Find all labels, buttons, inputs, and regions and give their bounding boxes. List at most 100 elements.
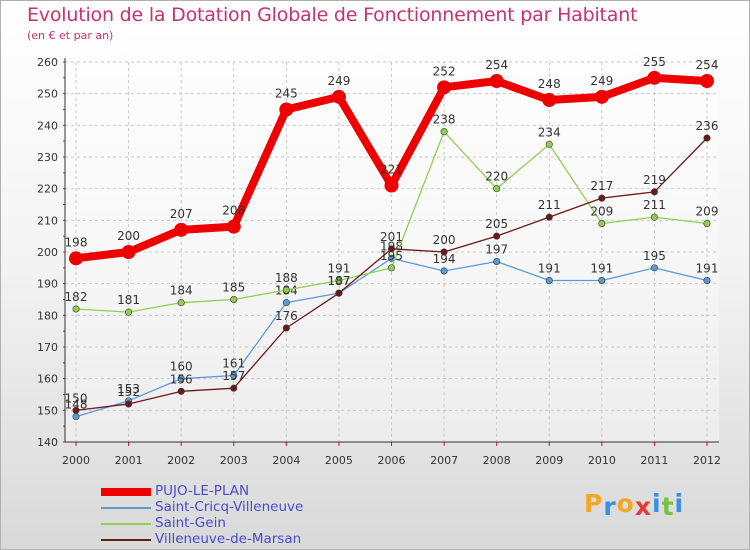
- data-label-2: 209: [590, 205, 613, 219]
- data-label-0: 249: [590, 74, 613, 88]
- series-point-3: [493, 232, 501, 240]
- series-point-0: [594, 89, 609, 104]
- data-label-3: 200: [433, 233, 456, 247]
- data-label-0: 200: [117, 229, 140, 243]
- x-tick-label: 2006: [378, 454, 406, 467]
- data-label-0: 255: [643, 55, 666, 69]
- y-tick-label: 160: [37, 373, 58, 386]
- series-point-2: [282, 286, 290, 294]
- legend-item: Saint-Cricq-Villeneuve: [101, 499, 361, 516]
- x-tick-label: 2011: [640, 454, 668, 467]
- data-label-0: 252: [433, 64, 456, 78]
- series-point-2: [335, 276, 343, 284]
- data-label-1: 153: [117, 382, 140, 396]
- data-label-0: 248: [538, 77, 561, 91]
- series-point-1: [440, 267, 448, 275]
- data-label-0: 254: [485, 58, 508, 72]
- series-point-1: [598, 276, 606, 284]
- series-point-3: [125, 400, 133, 408]
- data-label-3: 176: [275, 309, 298, 323]
- series-point-1: [545, 276, 553, 284]
- data-label-0: 254: [696, 58, 719, 72]
- data-label-2: 211: [643, 198, 666, 212]
- y-tick-label: 220: [37, 183, 58, 196]
- data-label-1: 197: [485, 243, 508, 257]
- series-point-0: [279, 102, 294, 117]
- series-point-3: [177, 387, 185, 395]
- chart-subtitle: (en € et par an): [27, 29, 114, 42]
- data-label-3: 152: [117, 385, 140, 399]
- data-label-2: 238: [433, 113, 456, 127]
- data-label-2: 234: [538, 125, 561, 139]
- legend-swatch: [101, 539, 151, 541]
- legend-item: Villeneuve-de-Marsan: [101, 531, 361, 548]
- data-label-3: 205: [485, 217, 508, 231]
- data-label-2: 191: [327, 262, 350, 276]
- legend-swatch: [101, 523, 151, 525]
- data-label-3: 187: [327, 274, 350, 288]
- data-label-1: 160: [170, 360, 193, 374]
- data-label-1: 148: [65, 398, 88, 412]
- data-label-2: 220: [485, 170, 508, 184]
- series-point-2: [177, 299, 185, 307]
- series-point-3: [282, 324, 290, 332]
- y-tick-label: 170: [37, 341, 58, 354]
- series-point-1: [177, 375, 185, 383]
- data-label-2: 184: [170, 284, 193, 298]
- data-label-2: 195: [380, 249, 403, 263]
- y-tick-label: 190: [37, 278, 58, 291]
- series-point-3: [72, 406, 80, 414]
- data-label-1: 195: [643, 249, 666, 263]
- data-label-2: 185: [222, 281, 245, 295]
- y-tick-label: 250: [37, 88, 58, 101]
- series-point-1: [282, 299, 290, 307]
- data-label-0: 245: [275, 87, 298, 101]
- series-point-1: [650, 264, 658, 272]
- series-point-3: [335, 289, 343, 297]
- data-label-0: 221: [380, 163, 403, 177]
- series-point-0: [121, 245, 136, 259]
- series-point-2: [703, 220, 711, 228]
- x-tick-label: 2004: [272, 454, 300, 467]
- data-label-3: 157: [222, 369, 245, 383]
- y-tick-label: 150: [37, 404, 58, 417]
- series-point-1: [703, 276, 711, 284]
- data-label-0: 207: [170, 207, 193, 221]
- data-label-1: 191: [590, 262, 613, 276]
- legend-swatch: [101, 488, 151, 496]
- legend-label: Villeneuve-de-Marsan: [155, 531, 302, 547]
- series-point-0: [437, 80, 452, 95]
- x-tick-label: 2008: [483, 454, 511, 467]
- legend-item: PUJO-LE-PLAN: [101, 483, 361, 500]
- series-point-0: [226, 219, 241, 234]
- y-tick-label: 210: [37, 214, 58, 227]
- chart-title: Evolution de la Dotation Globale de Fonc…: [27, 4, 638, 26]
- series-point-1: [493, 257, 501, 265]
- series-point-2: [125, 308, 133, 316]
- y-tick-label: 200: [37, 246, 58, 259]
- y-tick-label: 140: [37, 436, 58, 449]
- data-label-3: 201: [380, 230, 403, 244]
- series-point-3: [440, 248, 448, 256]
- data-label-2: 188: [275, 271, 298, 285]
- legend-label: PUJO-LE-PLAN: [155, 483, 250, 499]
- data-label-2: 181: [117, 293, 140, 307]
- y-tick-label: 230: [37, 151, 58, 164]
- series-point-3: [598, 194, 606, 202]
- x-tick-label: 2010: [588, 454, 616, 467]
- series-point-2: [230, 295, 238, 303]
- data-label-3: 236: [696, 119, 719, 133]
- data-label-1: 191: [696, 262, 719, 276]
- y-tick-label: 240: [37, 119, 58, 132]
- series-point-3: [703, 134, 711, 142]
- logo-letter: r: [603, 492, 617, 521]
- series-point-2: [598, 220, 606, 228]
- series-point-0: [700, 74, 714, 88]
- series-point-2: [387, 264, 395, 272]
- series-point-2: [440, 128, 448, 136]
- data-label-3: 156: [170, 372, 193, 386]
- legend: PUJO-LE-PLAN Saint-Cricq-Villeneuve Saint-…: [101, 483, 361, 548]
- logo-letter: P: [584, 489, 604, 518]
- x-tick-label: 2003: [220, 454, 248, 467]
